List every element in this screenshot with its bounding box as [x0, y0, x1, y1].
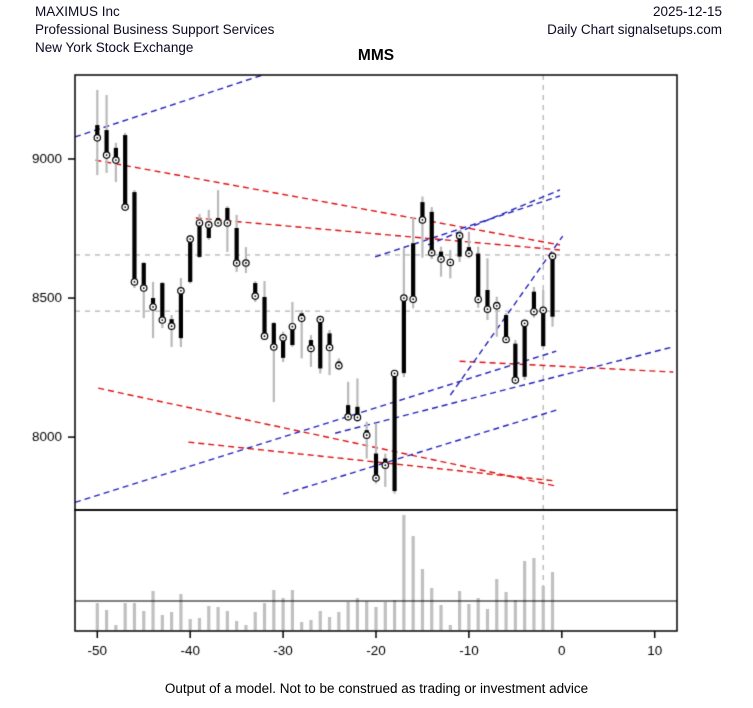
disclaimer-caption: Output of a model. Not to be construed a… — [164, 681, 589, 696]
